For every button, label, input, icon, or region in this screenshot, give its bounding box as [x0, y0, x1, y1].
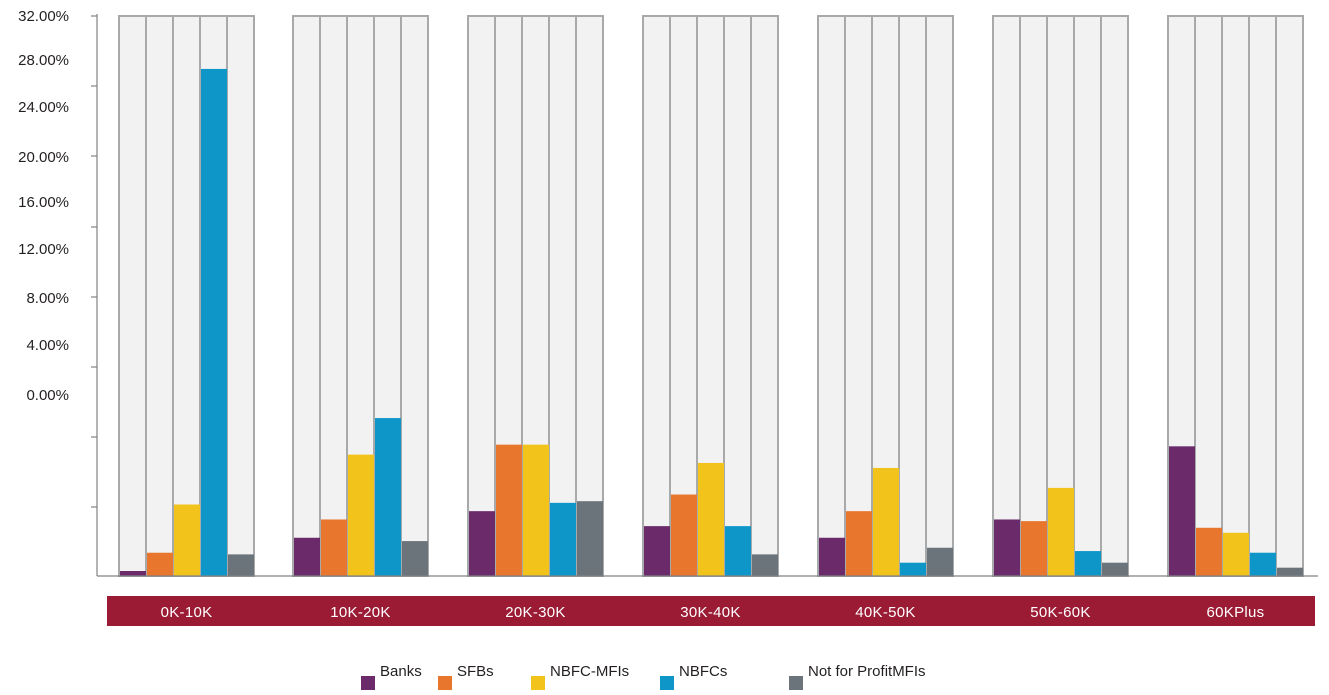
bar-nbfc-mfis-30k-40k — [698, 462, 724, 576]
bar-sfbs-60kplus — [1196, 527, 1222, 576]
legend-label: Banks — [380, 663, 422, 680]
bar-nbfc-mfis-0k-10k — [174, 504, 200, 576]
bar-nbfcs-20k-30k — [550, 502, 576, 576]
bar-slot — [1073, 15, 1102, 577]
bar-slot — [992, 15, 1021, 577]
category-label: 40K-50K — [855, 604, 915, 621]
bar-slot — [548, 15, 577, 577]
legend-label: Not for ProfitMFIs — [808, 663, 926, 680]
bar-slot — [400, 15, 429, 577]
bar-nbfc-mfis-40k-50k — [873, 467, 899, 576]
bar-slot — [145, 15, 174, 577]
bar-not-for-profitmfis-10k-20k — [402, 541, 428, 576]
bar-slot — [1194, 15, 1223, 577]
category-band-background — [107, 596, 1315, 626]
legend-swatch — [361, 676, 375, 690]
bar-slot — [1221, 15, 1250, 577]
bar-nbfc-mfis-10k-20k — [348, 454, 374, 576]
bar-not-for-profitmfis-30k-40k — [752, 554, 778, 576]
legend-swatch — [438, 676, 452, 690]
bar-nbfc-mfis-20k-30k — [523, 444, 549, 576]
category-label: 60KPlus — [1207, 604, 1265, 621]
bar-not-for-profitmfis-0k-10k — [228, 554, 254, 576]
bar-sfbs-20k-30k — [496, 444, 522, 576]
bar-banks-40k-50k — [819, 537, 845, 576]
y-tick-label: 16.00% — [18, 194, 69, 211]
bar-slot — [319, 15, 348, 577]
bar-slot — [817, 15, 846, 577]
bar-not-for-profitmfis-60kplus — [1277, 567, 1303, 576]
bar-slot — [925, 15, 954, 577]
y-tick-label: 4.00% — [26, 337, 69, 354]
category-label: 10K-20K — [330, 604, 390, 621]
legend-swatch — [531, 676, 545, 690]
category-label: 30K-40K — [680, 604, 740, 621]
bar-nbfc-mfis-50k-60k — [1048, 487, 1074, 576]
y-tick-label: 12.00% — [18, 241, 69, 258]
bar-slot — [292, 15, 321, 577]
bar-sfbs-50k-60k — [1021, 521, 1047, 576]
category-label: 20K-30K — [505, 604, 565, 621]
bar-nbfcs-30k-40k — [725, 526, 751, 576]
bar-nbfc-mfis-60kplus — [1223, 532, 1249, 576]
y-tick-label: 28.00% — [18, 52, 69, 69]
bar-nbfcs-60kplus — [1250, 552, 1276, 576]
category-label: 0K-10K — [161, 604, 213, 621]
bar-sfbs-30k-40k — [671, 494, 697, 576]
bar-sfbs-0k-10k — [147, 552, 173, 576]
legend-label: NBFCs — [679, 663, 727, 680]
category-label: 50K-60K — [1030, 604, 1090, 621]
y-tick-label: 32.00% — [18, 8, 69, 25]
bar-nbfcs-40k-50k — [900, 562, 926, 576]
legend: Banks SFBs NBFC-MFIs NBFCs Not for ProfitMFI… — [361, 663, 926, 690]
y-tick-label: 20.00% — [18, 149, 69, 166]
bar-slot — [723, 15, 752, 577]
bar-slot — [1248, 15, 1277, 577]
legend-swatch — [789, 676, 803, 690]
legend-swatch — [660, 676, 674, 690]
bar-nbfcs-0k-10k — [201, 68, 227, 576]
bar-slot — [467, 15, 496, 577]
bar-slot — [1275, 15, 1304, 577]
bar-sfbs-40k-50k — [846, 511, 872, 576]
bar-nbfcs-50k-60k — [1075, 551, 1101, 576]
bar-not-for-profitmfis-20k-30k — [577, 501, 603, 576]
bar-not-for-profitmfis-50k-60k — [1102, 562, 1128, 576]
y-tick-label: 8.00% — [26, 290, 69, 307]
bar-not-for-profitmfis-40k-50k — [927, 547, 953, 576]
bar-banks-20k-30k — [469, 511, 495, 576]
bars — [120, 68, 1303, 576]
bar-slot — [575, 15, 604, 577]
bar-slot — [669, 15, 698, 577]
bar-slot — [898, 15, 927, 577]
bar-banks-50k-60k — [994, 519, 1020, 576]
y-tick-label: 24.00% — [18, 99, 69, 116]
bar-banks-0k-10k — [120, 571, 146, 576]
bar-banks-30k-40k — [644, 526, 670, 576]
bar-nbfcs-10k-20k — [375, 418, 401, 576]
bar-sfbs-10k-20k — [321, 519, 347, 576]
bar-slot — [172, 15, 201, 577]
bar-slot — [1019, 15, 1048, 577]
legend-label: NBFC-MFIs — [550, 663, 629, 680]
bar-banks-60kplus — [1169, 446, 1195, 576]
bar-banks-10k-20k — [294, 537, 320, 576]
bar-slot — [226, 15, 255, 577]
bar-slot — [1100, 15, 1129, 577]
category-band: 0K-10K 10K-20K 20K-30K 30K-40K 40K-50K 50K-60… — [107, 596, 1315, 626]
bar-slot — [642, 15, 671, 577]
bar-slot — [844, 15, 873, 577]
bar-slot — [750, 15, 779, 577]
bar-slot — [118, 15, 147, 577]
y-axis: 32.00% 28.00% 24.00% 20.00% 16.00% 12.00% 8.00… — [18, 8, 1318, 577]
y-tick-label: 0.00% — [26, 387, 69, 404]
legend-label: SFBs — [457, 663, 494, 680]
